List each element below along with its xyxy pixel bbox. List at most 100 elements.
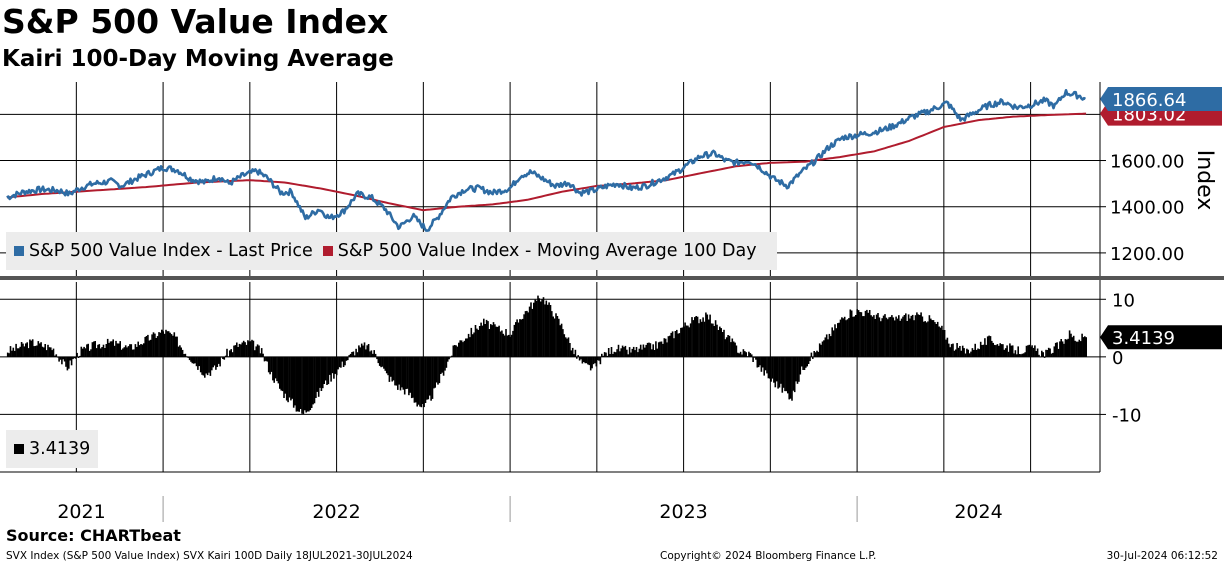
kairi-bar	[874, 319, 876, 357]
kairi-bar	[1016, 354, 1018, 357]
kairi-bar	[571, 347, 574, 357]
kairi-bar	[363, 342, 366, 357]
kairi-bar	[254, 350, 256, 357]
kairi-bar	[127, 346, 130, 357]
kairi-bar	[814, 352, 817, 357]
kairi-bar	[195, 356, 198, 367]
kairi-bar	[347, 356, 349, 361]
kairi-bar	[560, 323, 563, 357]
kairi-bar	[986, 336, 989, 357]
kairi-bar	[1070, 333, 1072, 357]
kairi-bar	[850, 310, 853, 357]
kairi-bar	[490, 324, 492, 357]
kairi-bar	[217, 356, 220, 364]
kairi-bar	[1014, 350, 1017, 357]
kairi-bar	[498, 325, 500, 357]
legend-item-kairi[interactable]: 3.4139	[14, 439, 90, 459]
kairi-bar	[1006, 345, 1008, 357]
legend-item-moving-average[interactable]: S&P 500 Value Index - Moving Average 100…	[322, 241, 757, 261]
kairi-bar	[558, 318, 560, 357]
kairi-bar	[712, 323, 714, 357]
kairi-bar	[76, 352, 78, 357]
kairi-bar	[136, 346, 138, 357]
kairi-bar	[910, 315, 913, 357]
kairi-bar	[816, 350, 818, 357]
kairi-bar	[623, 347, 625, 357]
kairi-bar	[602, 355, 604, 357]
kairi-bar	[1042, 352, 1044, 357]
kairi-bar	[777, 356, 779, 389]
kairi-bar	[913, 320, 915, 357]
kairi-bar	[544, 304, 546, 357]
kairi-bar	[294, 356, 296, 406]
kairi-bar	[509, 336, 511, 357]
chart-title: S&P 500 Value Index	[2, 2, 389, 41]
kairi-bar	[916, 312, 918, 357]
kairi-bar	[945, 339, 947, 357]
kairi-bar	[409, 356, 412, 393]
kairi-bar	[1028, 344, 1031, 357]
kairi-bar	[528, 306, 531, 357]
kairi-bar	[553, 318, 556, 357]
kairi-bar	[742, 349, 745, 357]
kairi-bar	[917, 314, 920, 357]
kairi-bar	[537, 295, 539, 357]
kairi-bar	[793, 356, 796, 393]
kairi-bar	[585, 356, 588, 364]
kairi-bar	[646, 342, 649, 357]
x-tick-label-2023: 2023	[659, 501, 707, 523]
price-value-callout: 1866.64	[1100, 86, 1222, 111]
kairi-bar	[1021, 353, 1024, 357]
kairi-bar	[422, 356, 424, 404]
kairi-bar	[91, 342, 94, 357]
kairi-bar	[111, 341, 113, 357]
legend-label-moving-average: S&P 500 Value Index - Moving Average 100…	[337, 241, 757, 261]
kairi-bar	[308, 356, 310, 412]
kairi-bar	[43, 347, 45, 357]
kairi-bar	[72, 356, 74, 360]
kairi-bar	[316, 356, 319, 392]
kairi-bar	[791, 356, 793, 401]
kairi-bar	[416, 356, 418, 407]
kairi-bar	[903, 315, 906, 357]
kairi-bar	[817, 351, 820, 357]
kairi-bar	[272, 356, 274, 381]
kairi-bar	[1013, 353, 1015, 357]
kairi-bar	[789, 356, 792, 399]
kairi-bar	[1036, 348, 1039, 357]
kairi-bar	[398, 356, 400, 385]
kairi-bar	[510, 334, 513, 357]
kairi-bar	[1029, 346, 1032, 357]
kairi-bar	[73, 356, 76, 359]
kairi-bar	[415, 356, 417, 403]
kairi-bar	[1054, 342, 1057, 357]
kairi-bar	[1035, 351, 1038, 357]
kairi-bar	[204, 356, 206, 378]
kairi-bar	[492, 322, 495, 357]
kairi-bar	[1061, 341, 1064, 357]
kairi-bar	[795, 356, 797, 382]
legend-item-last-price[interactable]: S&P 500 Value Index - Last Price	[14, 241, 313, 261]
kairi-bar	[502, 333, 505, 357]
kairi-bar	[1066, 339, 1068, 357]
kairi-bar	[320, 356, 323, 391]
kairi-bar	[1025, 345, 1028, 357]
kairi-bar	[27, 348, 30, 357]
kairi-bar	[238, 343, 241, 357]
kairi-bar	[1002, 344, 1004, 357]
kairi-bar	[38, 343, 41, 357]
kairi-bar	[459, 340, 461, 357]
kairi-bar	[1050, 353, 1053, 357]
kairi-bar	[310, 356, 313, 408]
kairi-bar	[145, 336, 148, 357]
kairi-bar	[158, 332, 160, 357]
kairi-bar	[377, 356, 380, 364]
kairi-bar	[445, 356, 448, 368]
kairi-bar	[463, 340, 466, 357]
kairi-bar	[1046, 350, 1049, 357]
kairi-bar	[900, 318, 903, 357]
kairi-bar	[295, 356, 298, 412]
kairi-bar	[752, 356, 754, 362]
kairi-bar	[1011, 345, 1014, 357]
kairi-bar	[87, 343, 89, 357]
